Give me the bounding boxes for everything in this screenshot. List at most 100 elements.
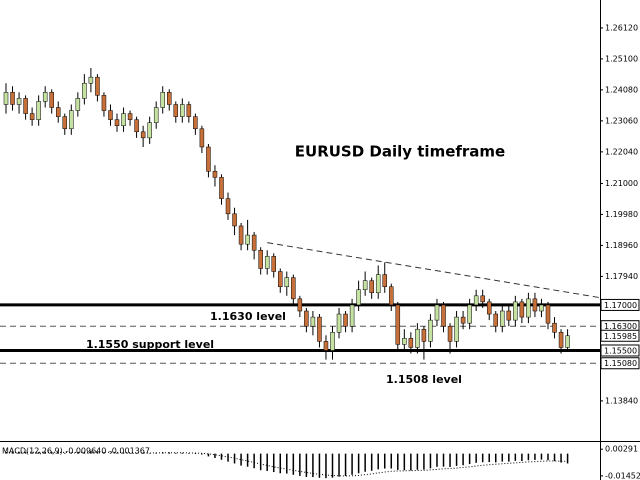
candle-body [526, 298, 531, 318]
macd-bar [299, 453, 301, 476]
candle-body [343, 313, 348, 327]
price-box [600, 357, 640, 370]
macd-bar [364, 453, 366, 472]
y-tick-label: 1.17940 [605, 272, 638, 281]
candle-body [186, 104, 192, 117]
candle-body [565, 335, 570, 348]
macd-bar [188, 453, 190, 454]
macd-bar [168, 452, 170, 454]
macd-bar [534, 453, 536, 460]
price-box [600, 298, 640, 311]
candle-body [225, 198, 231, 215]
macd-bar [64, 452, 66, 454]
candle-body [532, 298, 538, 312]
macd-bar [436, 453, 438, 467]
candle-body [167, 92, 172, 105]
macd-bar [57, 452, 59, 454]
candle-body [232, 213, 237, 227]
macd-bar [135, 453, 138, 454]
macd-bar [429, 453, 432, 469]
candle-body [454, 316, 459, 342]
macd-bar [318, 453, 321, 478]
macd-bar [325, 453, 327, 479]
macd-bar [370, 453, 373, 471]
candle-body [291, 277, 296, 300]
macd-bar [96, 451, 99, 454]
candle-body [284, 277, 290, 287]
macd-bar [233, 453, 236, 464]
macd-bar [272, 453, 275, 473]
candle-body [545, 304, 551, 324]
candle-body [55, 107, 61, 117]
macd-bar [377, 453, 379, 470]
candle-body [69, 110, 74, 130]
y-tick-label: 1.13840 [605, 396, 638, 405]
macd-bar [24, 452, 27, 454]
candle-body [62, 116, 68, 130]
y-tick-label: 1.24080 [605, 85, 638, 94]
macd-bar [312, 453, 314, 478]
annotation: 1.1630 level [210, 310, 286, 323]
candle-body [336, 313, 342, 333]
macd-bar [240, 453, 242, 466]
candle-body [500, 310, 505, 327]
candle-body [552, 322, 557, 333]
candle-body [82, 82, 87, 99]
macd-bar [488, 453, 490, 463]
macd-bar [227, 453, 229, 462]
candle-body [362, 280, 368, 290]
candle-body [238, 225, 244, 245]
candle-body [199, 128, 205, 148]
macd-bar [475, 453, 477, 463]
candle-body [297, 298, 303, 312]
candle-body [473, 295, 479, 306]
macd-bar [344, 453, 347, 477]
macd-bar [331, 453, 334, 478]
candle-body [493, 313, 498, 327]
macd-bar [383, 453, 386, 469]
candle-body [134, 119, 139, 133]
macd-bar [279, 453, 282, 474]
macd-bar [449, 453, 451, 467]
candle-body [421, 328, 427, 342]
candle-body [369, 280, 374, 294]
macd-bar [109, 452, 112, 454]
candle-body [173, 104, 179, 117]
candle-body [447, 325, 453, 342]
macd-bar [540, 453, 543, 460]
candle-body [36, 101, 41, 120]
macd-bar [175, 452, 177, 454]
indicator-label: MACD(12,26,9) -0.009640 -0.001367 [2, 447, 150, 456]
price-box-label: 1.16300 [604, 322, 637, 331]
candle-body [10, 92, 15, 105]
candle-body [88, 76, 94, 84]
candle-body [310, 316, 316, 327]
candle-body [513, 301, 518, 321]
candle-body [304, 310, 309, 327]
candle-body [160, 92, 165, 108]
candle-body [219, 177, 224, 199]
candle-body [121, 113, 126, 126]
macd-bar [410, 453, 412, 471]
candle-body [330, 332, 335, 351]
candle-body [486, 301, 492, 315]
macd-bar [390, 453, 393, 469]
macd-bar [357, 453, 360, 474]
candle-body [395, 304, 401, 345]
macd-bar [495, 453, 497, 463]
macd-bar [103, 452, 105, 454]
candle-body [153, 107, 159, 123]
candle-body [356, 289, 361, 306]
macd-bar [397, 453, 399, 470]
macd-bar [560, 453, 562, 463]
macd-bar [501, 453, 504, 462]
candle-body [3, 92, 9, 105]
y-tick-label: 1.23060 [605, 116, 638, 125]
price-box-label: 1.15080 [604, 359, 637, 368]
macd-bar [259, 453, 262, 471]
macd-bar [181, 452, 184, 454]
candle-body [140, 131, 146, 139]
candle-body [193, 116, 198, 130]
candle-body [108, 110, 113, 120]
candle-body [428, 319, 433, 342]
